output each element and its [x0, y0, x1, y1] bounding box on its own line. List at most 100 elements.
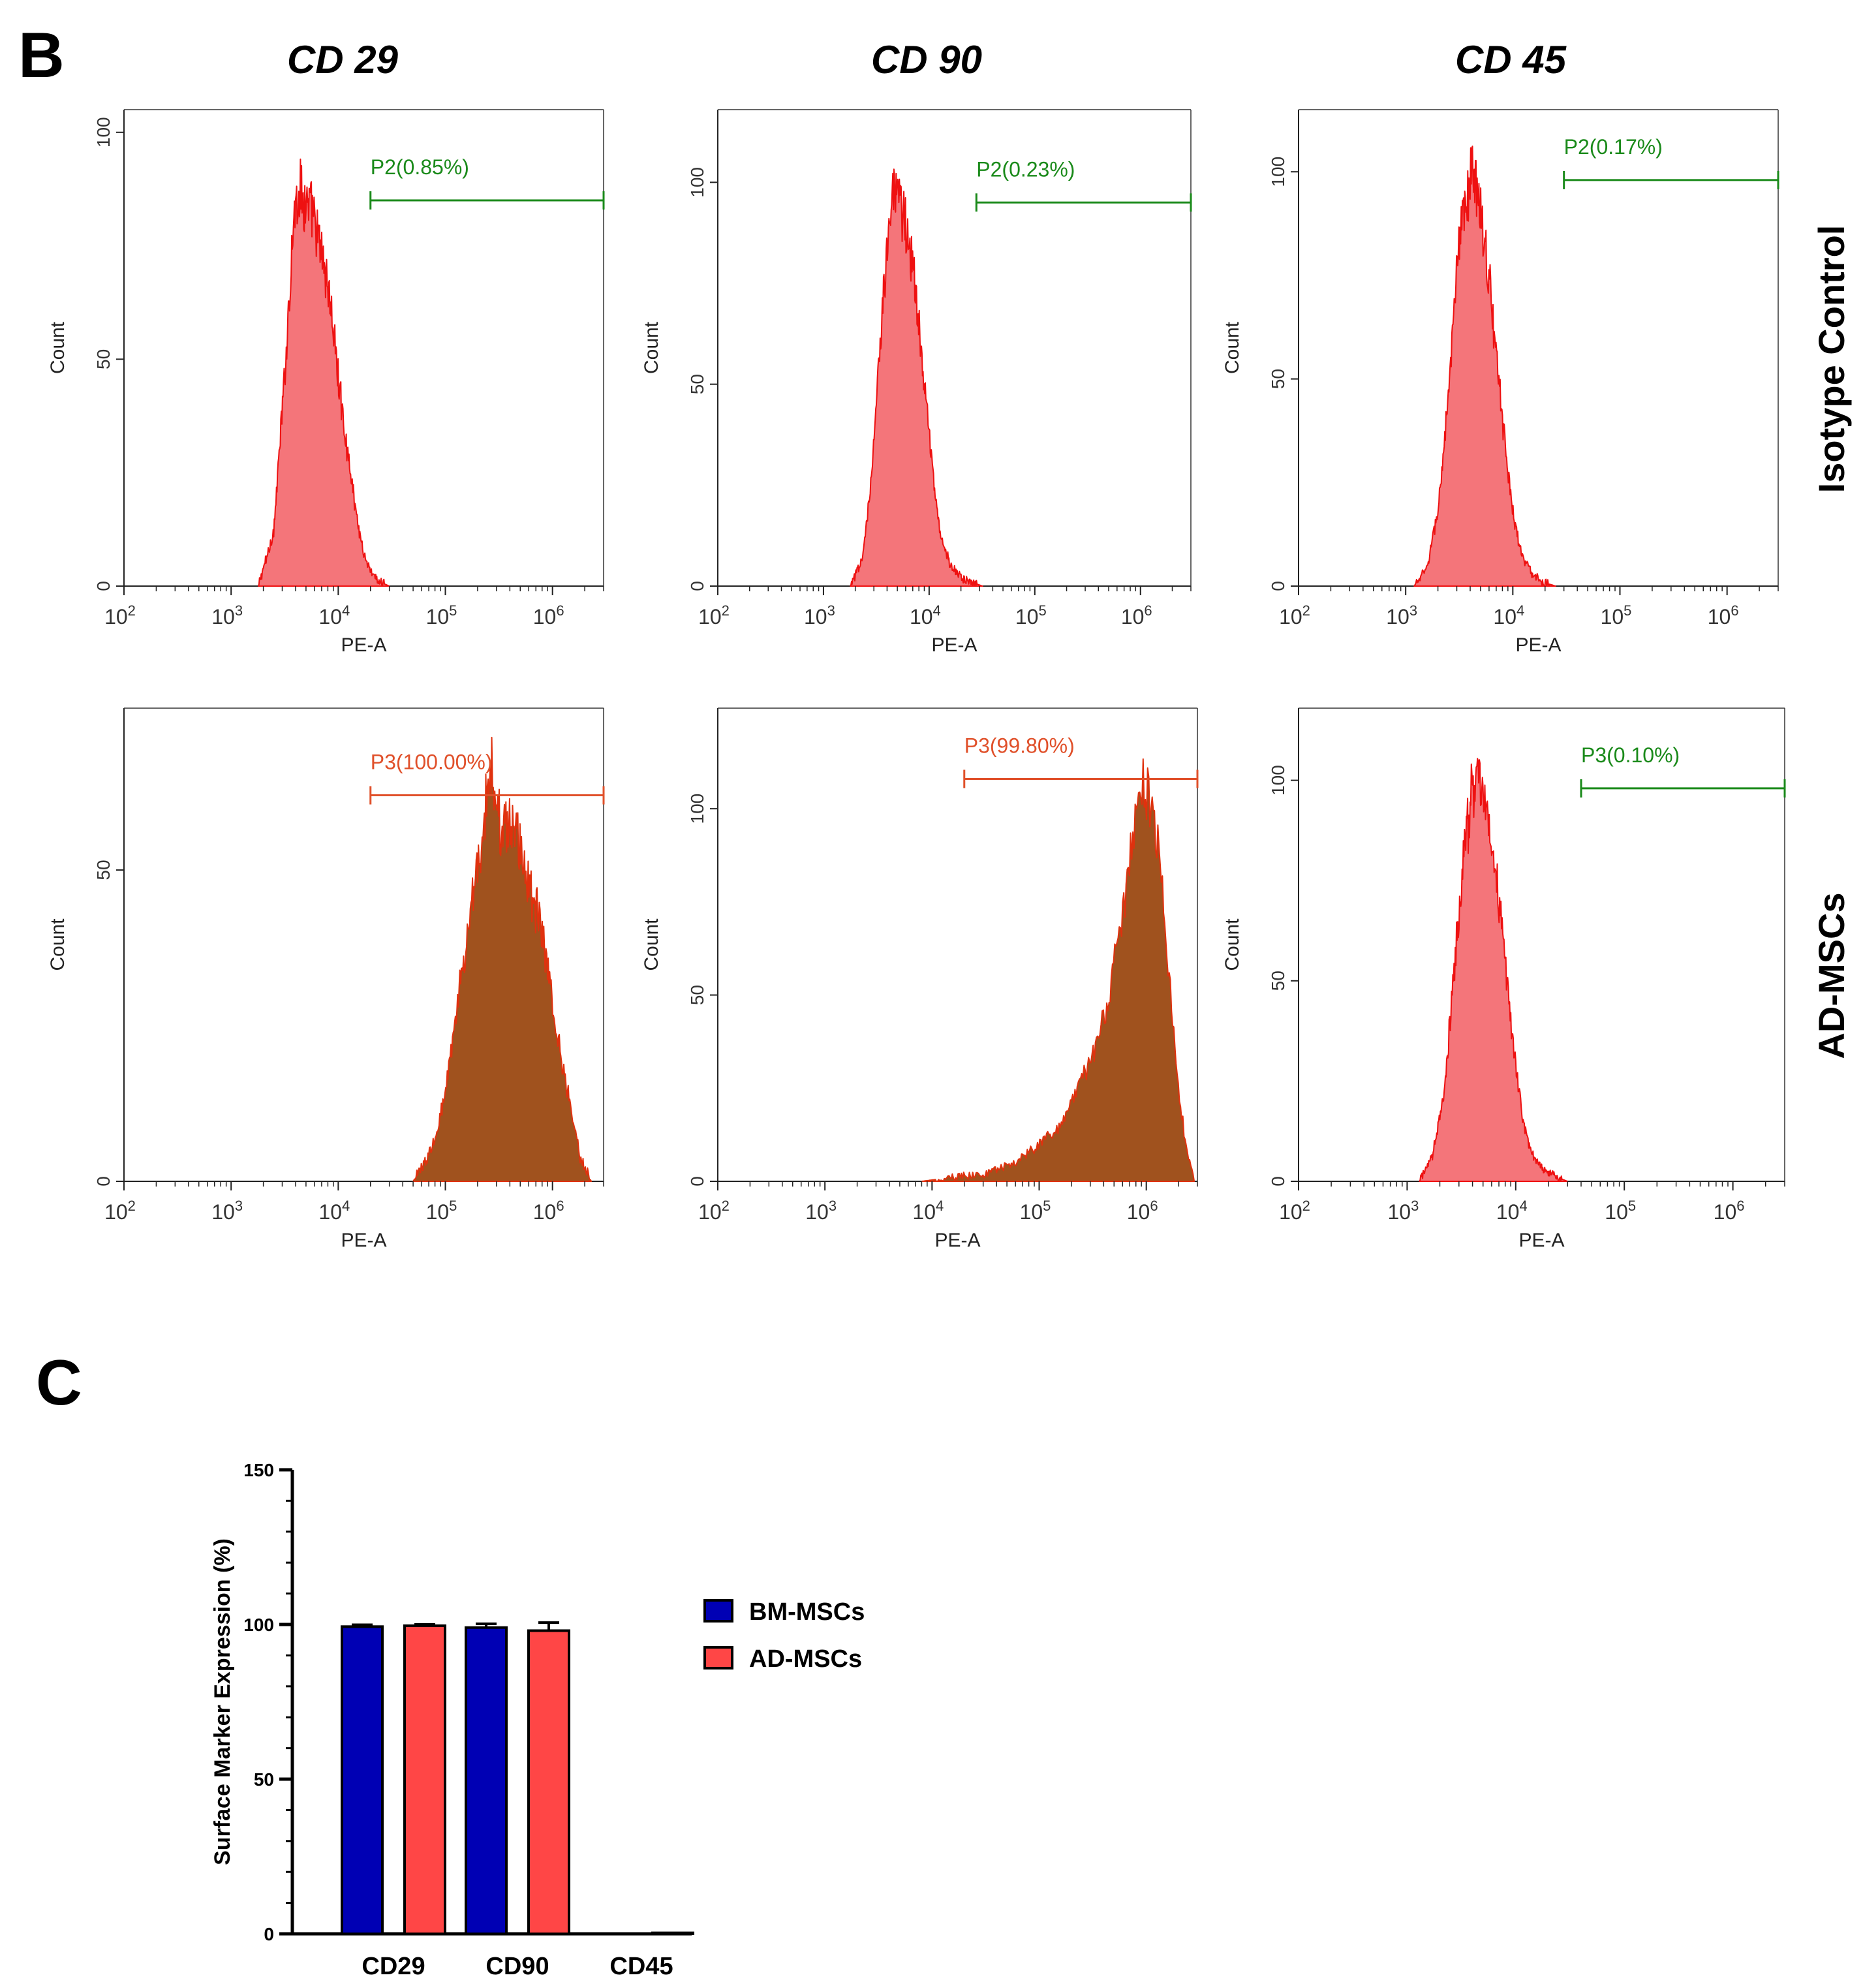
row-title-isotype-control: Isotype Control [1811, 225, 1852, 493]
legend-label-ad-mscs: AD-MSCs [749, 1645, 862, 1673]
x-axis-label: PE-A [341, 634, 386, 656]
x-tick-label: 104 [912, 1198, 944, 1224]
gate-label: P2(0.23%) [976, 157, 1075, 181]
bar-category-label: CD90 [485, 1953, 549, 1980]
x-tick-label: 103 [804, 602, 835, 629]
flow-histogram-b-iso-cd45: 0 50 100 Count 102 103 104 105 106 PE-A P2(0.17%) [1222, 109, 1779, 656]
x-tick-label: 103 [1387, 1198, 1419, 1224]
row-title-ad-mscs: AD-MSCs [1811, 892, 1852, 1059]
bar-y-axis-label: Surface Marker Expression (%) [210, 1538, 235, 1865]
y-tick-label: 100 [1268, 765, 1288, 796]
y-axis-label: Count [47, 918, 69, 971]
flow-histogram-b-iso-cd29: 0 50 100 Count 102 103 104 105 106 PE-A P2(0.85%) [47, 109, 605, 656]
x-axis-label: PE-A [931, 634, 977, 656]
x-tick-label: 102 [1279, 602, 1310, 629]
y-tick-label: 0 [1268, 1176, 1288, 1187]
gate-label: P2(0.85%) [371, 155, 469, 179]
surface-marker-bar-chart: 0 50 100 150 Surface Marker Expression (%) CD… [210, 1460, 865, 1980]
histogram-area [1413, 146, 1556, 587]
x-tick-label: 104 [1493, 602, 1524, 629]
y-tick-label: 50 [93, 349, 114, 369]
bar-bm-mscs [465, 1626, 508, 1935]
x-tick-label: 102 [698, 602, 730, 629]
x-tick-label: 103 [1386, 602, 1417, 629]
x-tick-label: 106 [533, 602, 564, 629]
x-tick-label: 103 [211, 1198, 243, 1224]
histogram-area [850, 168, 983, 587]
x-tick-label: 105 [1601, 602, 1632, 629]
y-axis-label: Count [1222, 321, 1243, 374]
y-tick-label: 50 [93, 860, 114, 880]
x-axis-label: PE-A [1518, 1230, 1564, 1251]
x-tick-label: 105 [426, 602, 457, 629]
y-tick-label: 50 [687, 374, 707, 394]
panel-c-letter: C [36, 1346, 82, 1418]
x-tick-label: 106 [1121, 602, 1152, 629]
bar-y-tick-label: 100 [243, 1615, 274, 1635]
x-tick-label: 103 [805, 1198, 837, 1224]
x-tick-label: 102 [104, 602, 136, 629]
y-tick-label: 50 [1268, 369, 1288, 389]
x-tick-label: 102 [698, 1198, 730, 1224]
bar-y-tick-label: 150 [243, 1460, 274, 1480]
x-tick-label: 105 [1015, 602, 1047, 629]
y-tick-label: 50 [1268, 971, 1288, 991]
x-tick-label: 105 [426, 1198, 457, 1224]
bar-bm-mscs [341, 1625, 384, 1936]
bar-y-tick-label: 50 [254, 1769, 274, 1790]
histogram-area [412, 736, 593, 1182]
legend-swatch-ad-mscs [703, 1646, 733, 1670]
x-tick-label: 106 [533, 1198, 564, 1224]
gate-label: P3(100.00%) [371, 751, 493, 774]
histogram-area [258, 158, 390, 587]
x-axis-label: PE-A [341, 1230, 386, 1251]
gate-label: P3(0.10%) [1581, 743, 1680, 767]
y-tick-label: 100 [1268, 157, 1288, 187]
y-tick-label: 0 [687, 581, 707, 591]
bar-category-label: CD45 [609, 1953, 673, 1980]
x-tick-label: 106 [1708, 602, 1739, 629]
x-tick-label: 104 [910, 602, 941, 629]
x-tick-label: 104 [1496, 1198, 1528, 1224]
legend-label-bm-mscs: BM-MSCs [749, 1598, 865, 1626]
flow-histogram-b-ad-cd90: 0 50 100 Count 102 103 104 105 106 PE-A P3(99.80%) [641, 707, 1199, 1251]
legend-swatch-bm-mscs [703, 1599, 733, 1623]
histogram-area [1419, 758, 1569, 1182]
x-tick-label: 103 [211, 602, 243, 629]
bar-category-label: CD29 [362, 1953, 425, 1980]
x-tick-label: 105 [1020, 1198, 1051, 1224]
y-tick-label: 0 [687, 1176, 707, 1187]
y-tick-label: 100 [687, 167, 707, 198]
y-tick-label: 100 [687, 794, 707, 824]
column-title-cd45: CD 45 [1455, 38, 1567, 82]
column-title-cd90: CD 90 [871, 38, 982, 82]
x-axis-label: PE-A [1515, 634, 1561, 656]
y-tick-label: 0 [93, 1176, 114, 1187]
y-axis-label: Count [47, 321, 69, 374]
y-tick-label: 50 [687, 985, 707, 1005]
x-tick-label: 106 [1127, 1198, 1158, 1224]
flow-histogram-b-ad-cd45: 0 50 100 Count 102 103 104 105 106 PE-A P3(0.10%) [1222, 707, 1786, 1251]
gate-label: P3(99.80%) [964, 734, 1075, 757]
x-tick-label: 102 [1279, 1198, 1310, 1224]
y-tick-label: 100 [93, 117, 114, 148]
bar-ad-mscs [527, 1629, 570, 1935]
x-tick-label: 105 [1605, 1198, 1636, 1224]
y-tick-label: 0 [93, 581, 114, 591]
x-tick-label: 106 [1714, 1198, 1745, 1224]
histogram-area [921, 758, 1195, 1182]
x-axis-label: PE-A [934, 1230, 980, 1251]
x-tick-label: 104 [318, 1198, 350, 1224]
panel-b-letter: B [18, 19, 65, 91]
x-tick-label: 104 [318, 602, 350, 629]
flow-histogram-b-iso-cd90: 0 50 100 Count 102 103 104 105 106 PE-A P2(0.23%) [641, 109, 1192, 656]
y-axis-label: Count [641, 918, 662, 971]
bar-ad-mscs [403, 1624, 446, 1935]
y-axis-label: Count [641, 321, 662, 374]
bar-y-tick-label: 0 [264, 1924, 274, 1944]
y-tick-label: 0 [1268, 581, 1288, 591]
bar-ad-mscs [651, 1931, 694, 1935]
column-title-cd29: CD 29 [287, 38, 399, 82]
